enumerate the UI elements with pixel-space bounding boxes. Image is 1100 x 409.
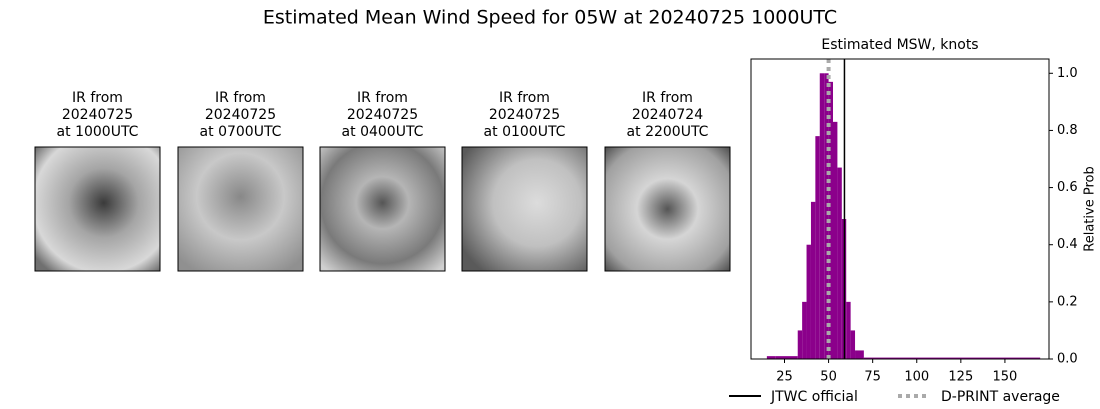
panel-title: IR from [215,90,266,106]
plot-frame [750,58,1050,360]
x-tick-label: 150 [993,370,1018,385]
panel-title: IR from [642,90,693,106]
panel-title: at 0100UTC [484,124,566,140]
chart-title: Estimated MSW, knots [821,37,978,53]
bar [802,301,807,359]
x-tick-label: 100 [904,370,929,385]
ir-image [319,146,446,272]
bar [837,167,842,359]
ir-image [461,146,588,272]
histogram-chart: Estimated MSW, knots 25 50 75 100 125 150 0.0 0.… [729,37,1098,405]
panel-title: 20240725 [489,107,560,123]
bar [832,121,838,359]
bar [797,330,803,359]
ir-image [177,146,304,272]
y-tick-label: 0.4 [1057,237,1078,252]
legend-label: D-PRINT average [941,389,1060,405]
panel-title: 20240724 [632,107,703,123]
panel-title: IR from [72,90,123,106]
legend-label: JTWC official [770,389,858,405]
y-axis-label: Relative Prob [1083,166,1098,251]
panel-title: 20240725 [62,107,133,123]
figure-title: Estimated Mean Wind Speed for 05W at 202… [263,7,837,29]
bar [855,350,864,359]
y-tick-label: 1.0 [1057,66,1078,81]
ir-image [604,146,731,272]
panel-title: at 0400UTC [342,124,424,140]
panel-title: 20240725 [205,107,276,123]
panel-title: IR from [499,90,550,106]
y-tick-label: 0.6 [1057,180,1078,195]
y-tick-label: 0.2 [1057,294,1078,309]
panel-title: 20240725 [347,107,418,123]
bar [815,136,820,359]
bar [806,244,811,359]
panel-title: at 1000UTC [57,124,139,140]
panel-title: at 2200UTC [627,124,709,140]
bar [863,357,1041,359]
bar [846,301,851,359]
panel-title: at 0700UTC [200,124,282,140]
x-tick-label: 75 [864,370,881,385]
ir-image [34,146,161,272]
panel-title: IR from [357,90,408,106]
y-tick-label: 0.0 [1057,352,1078,367]
bar [766,356,776,359]
bar [819,73,825,360]
y-tick-label: 0.8 [1057,123,1078,138]
x-tick-label: 25 [776,370,793,385]
bar [850,330,856,359]
bar [828,81,833,359]
x-tick-label: 50 [820,370,837,385]
bar [810,201,816,359]
x-tick-label: 125 [948,370,973,385]
bar [824,73,829,360]
bar [775,356,798,359]
